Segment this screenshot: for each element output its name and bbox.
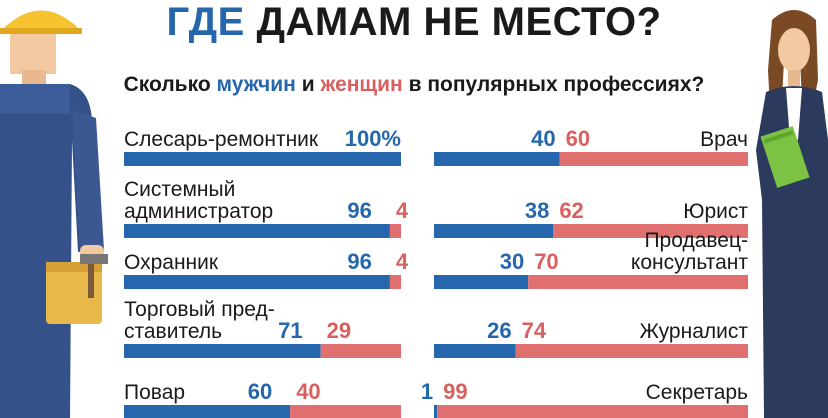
bar-women-left xyxy=(389,224,401,238)
subtitle-women: женщин xyxy=(320,73,403,96)
value-label-men-left: 100% xyxy=(345,126,401,151)
category-label-right: консультант xyxy=(631,251,748,274)
subtitle-text-1: Сколько xyxy=(123,73,217,96)
value-label-men-left: 71 xyxy=(278,318,302,343)
subtitle-text-2: и xyxy=(295,73,321,96)
bar-women-left xyxy=(320,344,401,358)
category-label-right: Юрист xyxy=(683,200,748,223)
value-label-men-left: 60 xyxy=(248,379,272,404)
bar-men-left xyxy=(124,275,390,289)
bar-women-left xyxy=(389,275,401,289)
category-label-right: Журналист xyxy=(640,320,749,343)
value-label-women-left: 4 xyxy=(396,198,409,223)
category-label-right: Врач xyxy=(700,128,748,151)
value-label-women-right: 70 xyxy=(534,249,558,274)
bar-men-right xyxy=(434,275,529,289)
bar-men-left xyxy=(124,405,291,418)
category-label-right: Секретарь xyxy=(646,381,748,404)
value-label-women-right: 99 xyxy=(443,379,467,404)
bar-men-right xyxy=(434,405,438,418)
value-label-women-left: 40 xyxy=(296,379,320,404)
bar-men-left xyxy=(124,224,390,238)
value-label-women-right: 62 xyxy=(559,198,583,223)
page-subtitle: Сколько мужчин и женщин в популярных про… xyxy=(0,72,828,98)
title-part2: ДАМАМ НЕ МЕСТО? xyxy=(256,0,662,44)
bar-women-right xyxy=(553,224,748,238)
value-label-men-right: 30 xyxy=(500,249,524,274)
bar-women-right xyxy=(437,405,748,418)
worker-man-illustration xyxy=(0,10,108,418)
category-label-left: Повар xyxy=(124,381,185,404)
bar-women-left xyxy=(290,405,401,418)
value-label-women-right: 74 xyxy=(522,318,547,343)
value-label-men-right: 38 xyxy=(525,198,549,223)
bar-men-right xyxy=(434,344,516,358)
category-label-left: Слесарь-ремонтник xyxy=(124,128,319,151)
value-label-women-left: 29 xyxy=(327,318,351,343)
bar-women-right xyxy=(559,152,748,166)
value-label-men-right: 40 xyxy=(531,126,555,151)
bar-men-right xyxy=(434,152,560,166)
category-label-left: ставитель xyxy=(124,320,222,343)
title-part1: ГДЕ xyxy=(166,0,245,44)
value-label-men-right: 26 xyxy=(487,318,511,343)
value-label-men-left: 96 xyxy=(347,249,371,274)
value-label-men-left: 96 xyxy=(347,198,371,223)
bar-men-left xyxy=(124,344,321,358)
value-label-women-right: 60 xyxy=(566,126,590,151)
category-label-right: Продавец- xyxy=(644,229,748,252)
category-label-left: администратор xyxy=(124,200,273,223)
bar-men-left xyxy=(124,152,401,166)
bar-women-right xyxy=(528,275,748,289)
subtitle-text-3: в популярных профессиях? xyxy=(402,73,705,96)
value-label-women-left: 4 xyxy=(396,249,409,274)
page-title: ГДЕ ДАМАМ НЕ МЕСТО? xyxy=(0,0,828,44)
bar-women-right xyxy=(515,344,748,358)
subtitle-men: мужчин xyxy=(216,73,296,96)
category-label-left: Торговый пред- xyxy=(124,298,275,321)
value-label-men-right: 1 xyxy=(421,379,433,404)
category-label-left: Системный xyxy=(124,178,235,201)
business-woman-illustration xyxy=(756,10,828,418)
category-label-left: Охранник xyxy=(124,251,219,274)
bar-men-right xyxy=(434,224,554,238)
